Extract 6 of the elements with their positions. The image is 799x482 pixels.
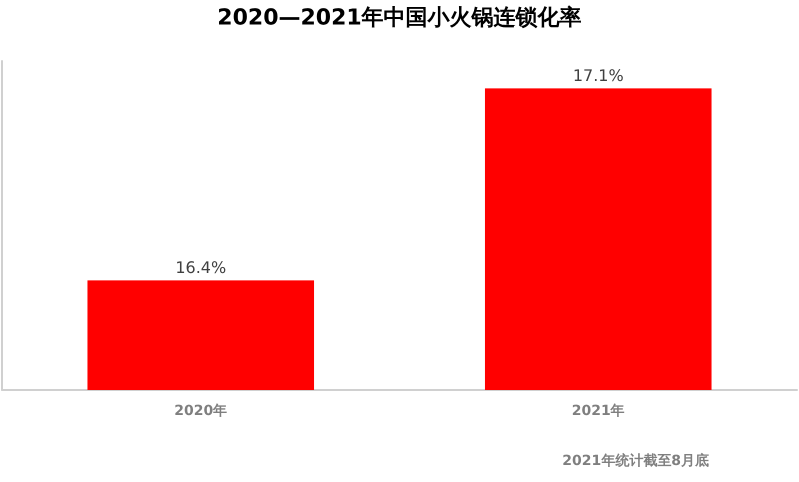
text: 2021年统计截至8月底 [562, 452, 710, 469]
x-tick-label: 2021年 [572, 403, 625, 419]
data-label: 16.4% [175, 258, 226, 277]
data-label: 17.1% [572, 66, 624, 85]
chart-title: 2020—2021年中国小火锅连锁化率 [217, 4, 582, 30]
x-tick-label: 2020年 [174, 403, 228, 419]
